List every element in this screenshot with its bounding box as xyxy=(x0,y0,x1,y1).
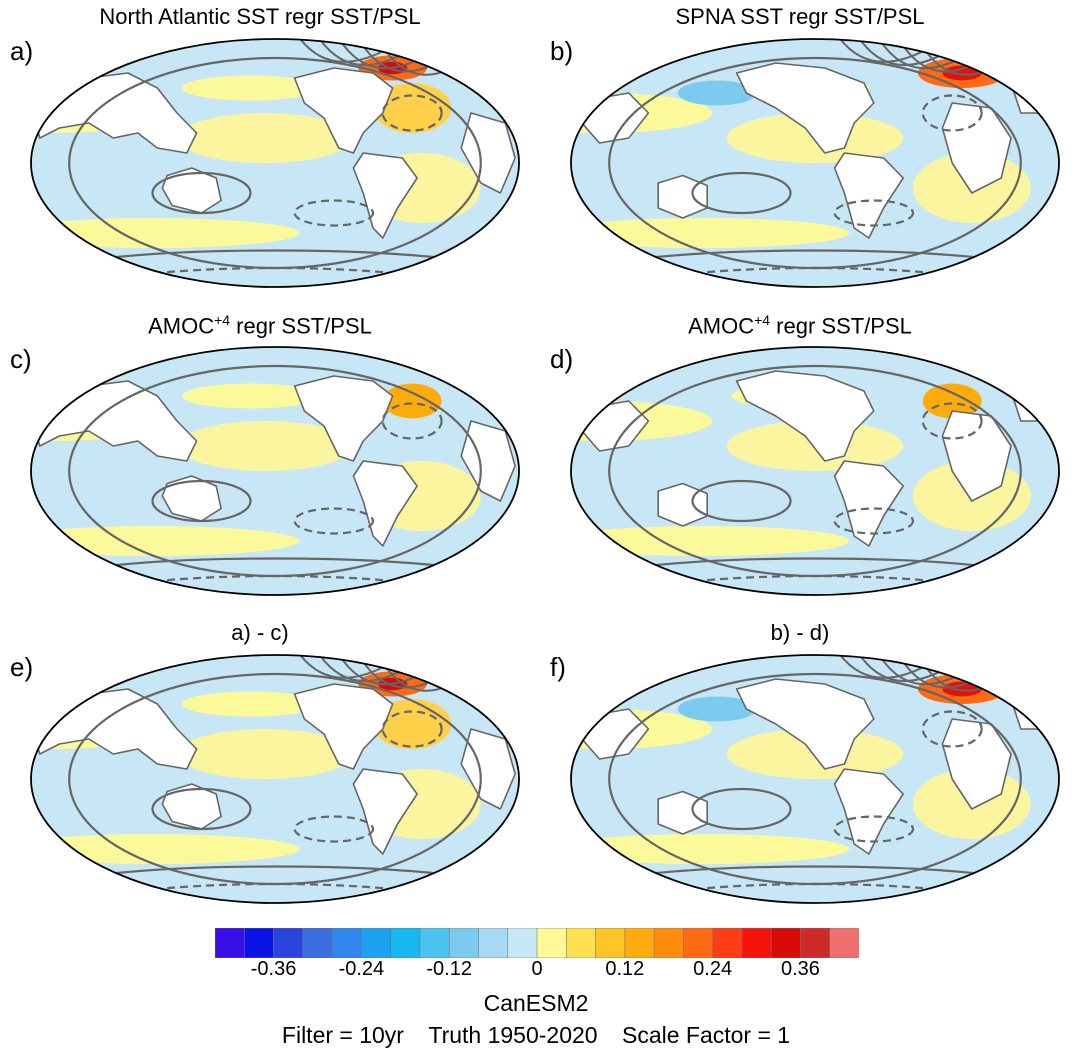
colorbar-label: 0.36 xyxy=(780,958,820,980)
colorbar-swatch xyxy=(536,928,568,958)
colorbar-label: 0 xyxy=(531,958,543,980)
colorbar-swatch xyxy=(741,928,772,958)
panel-letter: c) xyxy=(10,344,32,374)
colorbar-swatch xyxy=(302,928,333,958)
colorbar-swatch xyxy=(390,928,421,958)
colorbar-swatch xyxy=(565,928,597,958)
panel-title: North Atlantic SST regr SST/PSL xyxy=(99,4,421,29)
panel-title: AMOC+4 regr SST/PSL xyxy=(688,312,912,339)
world-map xyxy=(30,38,520,288)
world-map xyxy=(30,654,520,904)
map-panel-a: North Atlantic SST regr SST/PSL a) xyxy=(0,0,520,300)
colorbar-swatch xyxy=(215,928,246,958)
panel-letter: e) xyxy=(10,652,34,682)
colorbar-swatch xyxy=(800,928,831,958)
colorbar-label: 0.24 xyxy=(693,958,733,980)
panel-title: AMOC+4 regr SST/PSL xyxy=(148,312,372,339)
world-map xyxy=(570,346,1060,596)
colorbar-swatch xyxy=(243,928,275,958)
world-map xyxy=(30,346,520,596)
map-panel-f: b) - d) f) xyxy=(540,616,1060,916)
colorbar-swatch xyxy=(653,928,685,958)
colorbar-swatch xyxy=(683,928,714,958)
colorbar-swatch xyxy=(478,928,509,958)
colorbar-swatch xyxy=(361,928,392,958)
panel-title: SPNA SST regr SST/PSL xyxy=(675,4,925,29)
map-panel-c: AMOC+4 regr SST/PSL c) xyxy=(0,308,520,608)
colorbar-swatch xyxy=(595,928,626,958)
panel-letter: d) xyxy=(550,344,574,374)
colorbar-swatch xyxy=(448,928,480,958)
footer-info: Filter = 10yr Truth 1950-2020 Scale Fact… xyxy=(0,1022,1072,1049)
scale-text: Scale Factor = 1 xyxy=(621,1022,791,1048)
panel-letter: f) xyxy=(550,652,566,682)
world-map xyxy=(570,38,1060,288)
panel-title: a) - c) xyxy=(231,620,289,645)
colorbar-swatch xyxy=(331,928,363,958)
colorbar-label: 0.12 xyxy=(605,958,645,980)
colorbar-swatch xyxy=(273,928,304,958)
map-panel-e: a) - c) e) xyxy=(0,616,520,916)
colorbar-swatch xyxy=(624,928,655,958)
colorbar-label: -0.24 xyxy=(338,958,385,980)
filter-text: Filter = 10yr xyxy=(281,1022,404,1048)
panel-title: b) - d) xyxy=(770,620,830,645)
colorbar-swatch xyxy=(770,928,802,958)
colorbar-swatch xyxy=(712,928,743,958)
panel-letter: b) xyxy=(550,36,574,66)
colorbar-label: -0.12 xyxy=(426,958,472,980)
colorbar xyxy=(215,928,859,958)
truth-text: Truth 1950-2020 xyxy=(428,1022,598,1048)
map-panel-d: AMOC+4 regr SST/PSL d) xyxy=(540,308,1060,608)
colorbar-swatch xyxy=(829,928,859,958)
colorbar-label: -0.36 xyxy=(250,958,297,980)
world-map xyxy=(570,654,1060,904)
colorbar-swatch xyxy=(507,928,538,958)
map-panel-b: SPNA SST regr SST/PSL b) xyxy=(540,0,1060,300)
model-name: CanESM2 xyxy=(483,990,589,1016)
colorbar-swatch xyxy=(419,928,450,958)
panel-letter: a) xyxy=(10,36,34,66)
